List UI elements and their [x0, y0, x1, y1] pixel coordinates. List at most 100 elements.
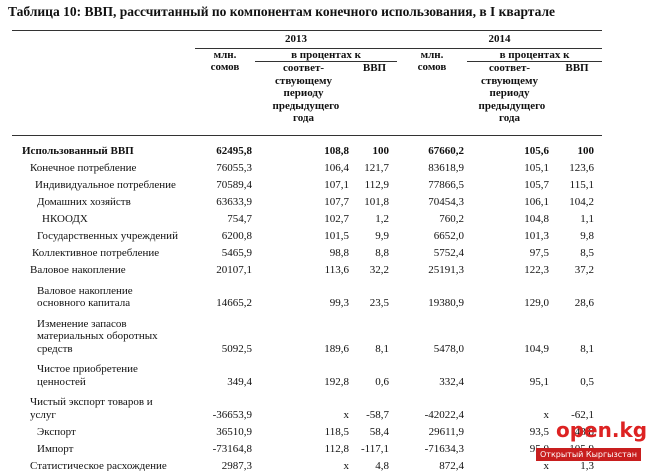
cell-value: -58,7	[366, 408, 389, 421]
cell-value: 1,2	[375, 213, 389, 225]
watermark-logo: open.kg	[556, 418, 648, 442]
cell-value: 332,4	[439, 375, 464, 388]
cell-value: 0,6	[375, 375, 389, 388]
cell-value: 102,7	[324, 213, 349, 225]
table-row: НКООДХ 754,7 102,7 1,2 760,2 104,8 1,1	[12, 209, 602, 226]
cell-value: 8,1	[580, 342, 594, 355]
watermark-caption: Открытый Кыргызстан	[536, 448, 641, 461]
row-label: Валовое накопление	[12, 260, 195, 277]
row-label: Индивидуальное потребление	[12, 175, 195, 192]
gdp-table: 2013 2014 млн. сомов в процентах к млн. …	[12, 30, 602, 471]
row-label: НКООДХ	[12, 209, 195, 226]
cell-value: 106,4	[324, 162, 349, 174]
cell-value: 37,2	[574, 264, 594, 276]
cell-value: 6652,0	[433, 230, 464, 242]
cell-value: -62,1	[571, 408, 594, 421]
cell-value: 43,8	[574, 425, 594, 438]
row-label: Статистическое расхождение	[12, 455, 195, 471]
cell-value: 121,7	[364, 162, 389, 174]
row-label: Чистое приобретение ценностей	[12, 355, 195, 388]
cell-value: 14665,2	[216, 297, 252, 309]
table-body: Использованный ВВП 62495,8 108,8 100 67660,2…	[12, 135, 602, 471]
cell-value: 872,4	[439, 459, 464, 471]
cell-value: 20107,1	[216, 264, 252, 276]
cell-value: 62495,8	[216, 145, 252, 157]
column-header: соответ-ствующему периоду предыдущего го…	[478, 62, 546, 124]
cell-value: 349,4	[227, 375, 252, 388]
cell-value: 100	[577, 145, 595, 157]
cell-value: -71634,3	[424, 442, 464, 455]
cell-value: 107,7	[324, 196, 349, 208]
row-label-text: Экспорт	[37, 425, 76, 438]
table-row: Статистическое расхождение 2987,3 x 4,8 872,…	[12, 455, 602, 471]
row-label-text: НКООДХ	[42, 213, 88, 225]
table-row: Индивидуальное потребление 70589,4 107,1 11…	[12, 175, 602, 192]
row-label: Использованный ВВП	[12, 135, 195, 158]
row-label: Чистый экспорт товаров и услуг	[12, 388, 195, 421]
table-row: Домашних хозяйств 63633,9 107,7 101,8 70454,…	[12, 192, 602, 209]
row-label-text: Коллективное потребление	[32, 247, 160, 259]
cell-value: 8,5	[580, 247, 594, 259]
year-header: 2014	[397, 30, 602, 49]
cell-value: 5752,4	[433, 247, 464, 259]
table-row: Чистое приобретение ценностей 349,4 192,8 0…	[12, 355, 602, 388]
cell-value: 101,3	[524, 230, 549, 242]
column-header: в процентах к	[467, 48, 602, 62]
cell-value: -42022,4	[424, 408, 464, 421]
cell-value: 122,3	[524, 264, 549, 276]
cell-value: 70454,3	[428, 196, 464, 208]
cell-value: 93,5	[529, 425, 549, 438]
cell-value: 123,6	[569, 162, 594, 174]
row-label-text: Валовое накопление основного капитала	[37, 284, 133, 310]
cell-value: x	[343, 459, 350, 471]
table-row: Валовое накопление основного капитала 146…	[12, 277, 602, 310]
cell-value: -73164,8	[212, 442, 252, 455]
cell-value: 104,8	[524, 213, 549, 225]
cell-value: 67660,2	[428, 145, 464, 157]
cell-value: 1,3	[580, 459, 594, 471]
row-label-text: Индивидуальное потребление	[35, 179, 176, 191]
column-header: в процентах к	[255, 48, 397, 62]
cell-value: 97,5	[529, 247, 549, 259]
row-label: Импорт	[12, 438, 195, 455]
cell-value: 107,1	[324, 179, 349, 191]
table-row: Использованный ВВП 62495,8 108,8 100 67660,2…	[12, 135, 602, 158]
row-label-text: Домашних хозяйств	[37, 196, 131, 208]
cell-value: 108,8	[324, 145, 349, 157]
cell-value: 101,8	[364, 196, 389, 208]
table-row: Экспорт 36510,9 118,5 58,4 29611,9 93,5 43,8	[12, 421, 602, 438]
cell-value: 63633,9	[216, 196, 252, 208]
cell-value: 112,8	[324, 442, 349, 455]
row-label: Экспорт	[12, 421, 195, 438]
row-label-text: Валовое накопление	[30, 264, 126, 276]
cell-value: 76055,3	[216, 162, 252, 174]
column-header: ВВП	[362, 62, 387, 74]
cell-value: 5465,9	[221, 247, 252, 259]
cell-value: 98,8	[329, 247, 349, 259]
row-label-text: Конечное потребление	[30, 162, 137, 174]
cell-value: -117,1	[360, 442, 389, 455]
cell-value: 192,8	[324, 375, 349, 388]
cell-value: 58,4	[369, 425, 389, 438]
row-label: Изменение запасов материальных оборотных…	[12, 310, 195, 356]
row-label-text: Государственных учреждений	[37, 230, 178, 242]
cell-value: 8,1	[375, 342, 389, 355]
cell-value: 70589,4	[216, 179, 252, 191]
cell-value: 36510,9	[216, 425, 252, 438]
year-header: 2013	[195, 30, 397, 49]
cell-value: 129,0	[524, 297, 549, 309]
cell-value: x	[343, 408, 350, 421]
cell-value: 105,7	[524, 179, 549, 191]
cell-value: x	[543, 408, 550, 421]
cell-value: 6200,8	[221, 230, 252, 242]
row-label-text: Чистый экспорт товаров и услуг	[30, 396, 153, 421]
row-label-text: Статистическое расхождение	[30, 459, 167, 471]
cell-value: 189,6	[324, 342, 349, 355]
column-header: млн. сомов	[210, 48, 240, 74]
table-title: Таблица 10: ВВП, рассчитанный по компоне…	[8, 4, 556, 19]
row-label: Конечное потребление	[12, 158, 195, 175]
cell-value: -36653,9	[212, 408, 252, 421]
table-row: Конечное потребление 76055,3 106,4 121,7 836…	[12, 158, 602, 175]
cell-value: 2987,3	[221, 459, 252, 471]
cell-value: 8,8	[375, 247, 389, 259]
